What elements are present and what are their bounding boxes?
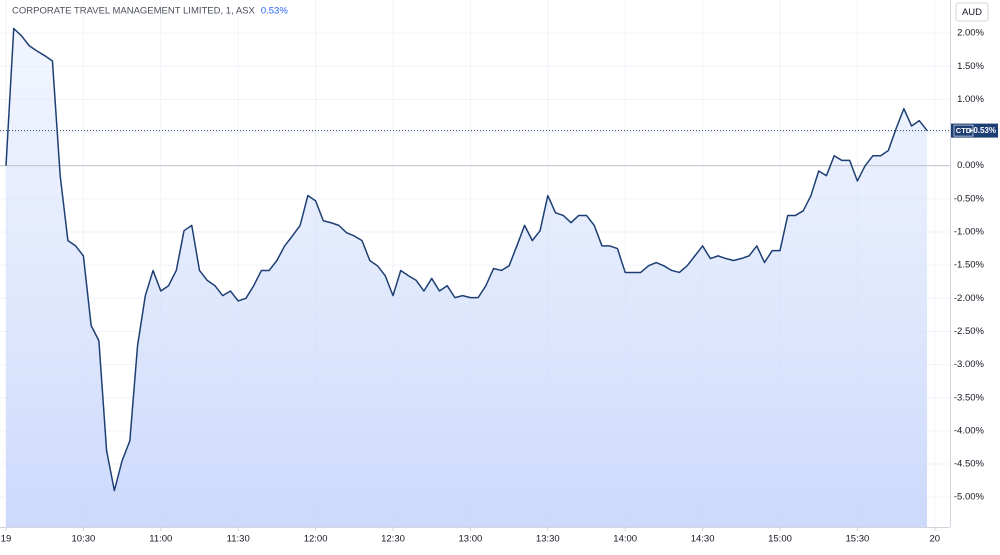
y-tick-label: -1.00% [954,227,985,238]
x-tick-label: 14:00 [613,534,637,545]
x-tick-label: 11:30 [227,534,250,545]
x-tick-label: 19 [1,534,12,545]
y-tick-label: -5.00% [954,492,985,503]
y-tick-label: -4.50% [954,459,985,470]
x-tick-label: 10:30 [72,534,96,545]
x-tick-label: 11:00 [149,534,172,545]
line [5,27,928,492]
price-tag [951,123,998,138]
y-tick-label: 2.00% [957,28,984,39]
x-tick-label: 13:00 [459,534,483,545]
x-tick-label: 13:30 [536,534,560,545]
x-tick-label: 20 [930,534,941,545]
y-tick-label: -2.00% [954,293,985,304]
price-tag-name-box [953,124,974,137]
x-tick-label: 12:30 [381,534,405,545]
x-tick-label: 12:00 [304,534,328,545]
axes: 2.00%1.50%1.00%0.50%0.00%-0.50%-1.00%-1.… [1,28,998,545]
plot [0,27,950,527]
y-tick-label: -2.50% [954,326,985,337]
y-tick-label: -0.50% [954,193,985,204]
currency[interactable]: AUD [962,7,982,18]
y-tick-label: 1.50% [957,61,984,72]
price-tag-name: CTD [956,126,972,135]
x-tick-label: 15:30 [846,534,870,545]
y-tick-label: -3.50% [954,392,985,403]
price-tag-value: +0.53% [969,126,996,135]
x-tick-label: 15:00 [768,534,792,545]
y-tick-label: -1.50% [954,260,985,271]
chart-title: CORPORATE TRAVEL MANAGEMENT LIMITED, 1, … [12,6,255,17]
y-tick-label: 0.00% [957,160,984,171]
y-tick-label: -3.00% [954,359,985,370]
change-label: 0.53% [261,6,288,17]
currency-box[interactable] [955,2,989,22]
area [6,28,928,527]
x-tick-label: 14:30 [691,534,715,545]
y-tick-label: 1.00% [957,94,984,105]
y-tick-label: -4.00% [954,425,985,436]
